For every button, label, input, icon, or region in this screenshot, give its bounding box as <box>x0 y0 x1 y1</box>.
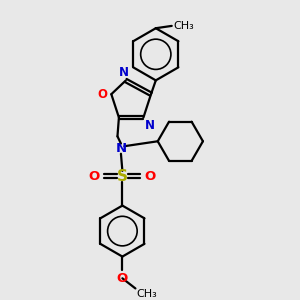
Text: N: N <box>116 142 127 155</box>
Text: N: N <box>145 119 155 132</box>
Text: CH₃: CH₃ <box>137 289 158 299</box>
Text: O: O <box>89 169 100 182</box>
Text: O: O <box>145 169 156 182</box>
Text: N: N <box>118 66 128 79</box>
Text: CH₃: CH₃ <box>173 21 194 31</box>
Text: O: O <box>117 272 128 285</box>
Text: O: O <box>98 88 108 101</box>
Text: S: S <box>117 169 128 184</box>
